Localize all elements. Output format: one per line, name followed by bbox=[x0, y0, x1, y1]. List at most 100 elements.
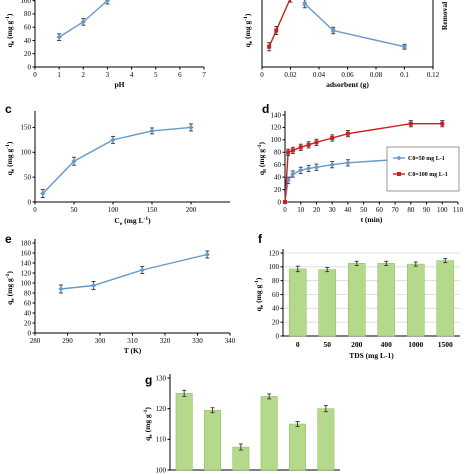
x-tick-label: 0 bbox=[33, 206, 37, 214]
y-tick-label: 120 bbox=[21, 269, 32, 277]
data-point bbox=[313, 164, 320, 170]
y-axis-label: qt (mg g-1) bbox=[257, 141, 268, 175]
y-tick-label: 140 bbox=[21, 259, 32, 267]
x-axis-label: T (K) bbox=[124, 346, 142, 355]
bar bbox=[204, 409, 221, 471]
panel-label-e: e bbox=[5, 232, 12, 246]
y-tick-label: 60 bbox=[272, 291, 280, 299]
data-point bbox=[302, 1, 307, 6]
y-tick-label: 100 bbox=[156, 466, 167, 474]
chart-b: 0 0.02 0.04 0.06 0.08 0.1 0.12 adsorbent (g) qe … bbox=[243, 0, 449, 89]
data-point bbox=[331, 28, 336, 33]
data-point bbox=[40, 190, 46, 197]
data-point bbox=[408, 121, 413, 126]
data-point bbox=[267, 44, 272, 49]
x-tick-label: 30 bbox=[329, 206, 337, 214]
legend-label: C0=50 mg L-1 bbox=[408, 156, 445, 162]
y-tick-label: 100 bbox=[269, 263, 280, 271]
x-tick-label: 0 bbox=[283, 206, 287, 214]
data-point bbox=[149, 128, 155, 134]
y-axis-label: qe (mg g-1) bbox=[254, 277, 265, 311]
category-label: 200 bbox=[351, 340, 363, 349]
y-tick-label: 120 bbox=[156, 405, 167, 413]
x-axis-label: pH bbox=[114, 80, 124, 89]
x-axis-label: TDS (mg L-1) bbox=[349, 351, 394, 360]
x-tick-label: 0.12 bbox=[427, 71, 440, 79]
y-tick-label: 0 bbox=[278, 198, 282, 206]
panel-label-f: f bbox=[258, 232, 263, 246]
category-label: 1500 bbox=[438, 340, 453, 349]
x-tick-label: 6 bbox=[178, 71, 182, 79]
data-point bbox=[56, 34, 62, 40]
x-tick-label: 10 bbox=[297, 206, 305, 214]
bar bbox=[317, 408, 335, 471]
y-tick-label: 120 bbox=[271, 124, 282, 132]
data-point bbox=[110, 137, 116, 143]
legend-marker bbox=[397, 172, 401, 176]
data-point bbox=[298, 145, 303, 150]
y-tick-label: 140 bbox=[271, 111, 282, 119]
y-tick-label: 20 bbox=[274, 186, 282, 194]
data-point bbox=[204, 251, 210, 258]
data-point bbox=[188, 124, 194, 131]
bar bbox=[406, 263, 425, 337]
y-tick-label: 0 bbox=[276, 332, 280, 340]
bar bbox=[347, 263, 366, 337]
series-line bbox=[284, 156, 443, 203]
y-tick-label: 100 bbox=[271, 136, 282, 144]
y-tick-label: 0 bbox=[28, 63, 32, 71]
x-tick-label: 90 bbox=[423, 206, 431, 214]
x-tick-label: 330 bbox=[192, 337, 203, 345]
y-tick-label: 120 bbox=[269, 249, 280, 257]
data-point bbox=[440, 121, 445, 126]
x-tick-label: 2 bbox=[82, 71, 86, 79]
y-tick-label: 50 bbox=[24, 173, 32, 181]
y-tick-label: 100 bbox=[21, 0, 32, 5]
y-tick-label: 60 bbox=[24, 23, 32, 31]
y-tick-label: 100 bbox=[21, 279, 32, 287]
y-tick-label: 110 bbox=[156, 436, 167, 444]
x-tick-label: 7 bbox=[202, 71, 206, 79]
bar bbox=[289, 423, 306, 471]
data-point bbox=[104, 0, 111, 4]
x-tick-label: 0.1 bbox=[400, 71, 409, 79]
y-axis-label: qe (mg g-1) bbox=[143, 407, 154, 441]
y-axis-label: qe (mg g-1) bbox=[5, 13, 16, 47]
y-axis-label: qe (mg g-1) bbox=[243, 13, 254, 47]
series-line bbox=[42, 126, 192, 195]
y-axis-label: qe (mg g-1) bbox=[5, 141, 16, 175]
x-tick-label: 0 bbox=[33, 71, 37, 79]
x-tick-label: 1 bbox=[57, 71, 61, 79]
x-tick-label: 100 bbox=[108, 206, 119, 214]
x-axis-label: t (min) bbox=[361, 215, 383, 224]
data-point bbox=[283, 200, 287, 204]
y-tick-label: 60 bbox=[274, 161, 282, 169]
y-axis-label: qe (mg g-1) bbox=[5, 271, 16, 305]
y-tick-label: 150 bbox=[21, 124, 32, 132]
y-tick-label: 20 bbox=[272, 318, 280, 326]
data-point bbox=[314, 140, 319, 145]
x-tick-label: 110 bbox=[453, 206, 464, 214]
y-tick-label: 20 bbox=[24, 319, 32, 327]
data-point bbox=[306, 142, 311, 147]
category-label: 50 bbox=[324, 340, 332, 349]
data-point bbox=[298, 167, 304, 173]
legend: C0=50 mg L-1 C0=100 mg L-1 bbox=[386, 146, 460, 192]
data-point bbox=[90, 282, 97, 289]
x-tick-label: 200 bbox=[186, 206, 197, 214]
chart-d: 0 10 20 30 40 50 60 70 80 90 100 110 0 20 40 60 80 100 120… bbox=[257, 111, 464, 224]
x-tick-label: 0.08 bbox=[370, 71, 383, 79]
y-tick-label: 0 bbox=[28, 198, 32, 206]
y-tick-label: 160 bbox=[21, 249, 32, 257]
category-label: 0 bbox=[296, 340, 300, 349]
y-tick-label: 40 bbox=[274, 173, 282, 181]
x-axis-label: adsorbent (g) bbox=[326, 80, 369, 89]
data-point bbox=[139, 267, 145, 273]
x-tick-label: 70 bbox=[392, 206, 400, 214]
data-point bbox=[286, 150, 291, 155]
x-tick-label: 150 bbox=[147, 206, 158, 214]
data-point bbox=[71, 158, 77, 164]
y-tick-label: 80 bbox=[24, 10, 32, 18]
chart-g: 100 110 120 130 qe (mg g-1) bbox=[143, 374, 340, 474]
y-tick-label: 20 bbox=[24, 50, 32, 58]
